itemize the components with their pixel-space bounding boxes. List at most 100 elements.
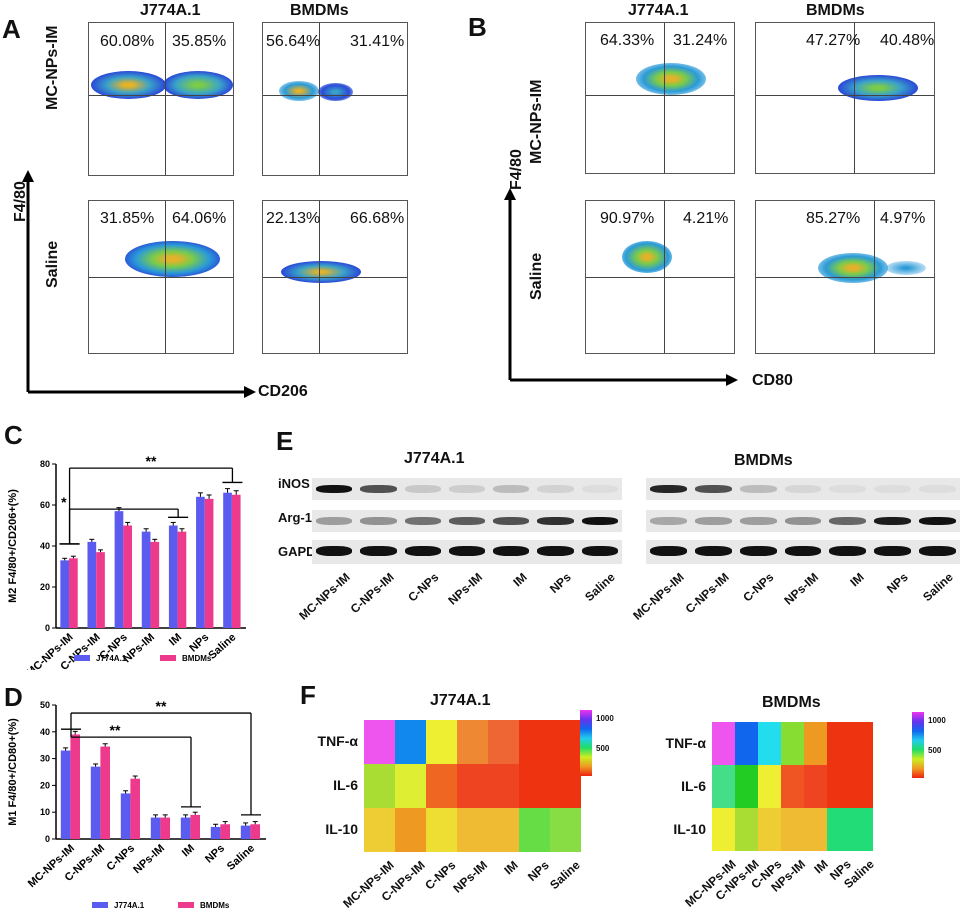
panel-b-axis-arrows (504, 188, 738, 386)
x-tick-label: NPs-IM (121, 631, 157, 665)
heatmap-cell (519, 720, 550, 764)
blot-strip (646, 540, 960, 564)
heatmap-cell (519, 808, 550, 852)
facs-plot (262, 200, 408, 354)
bar (90, 766, 101, 839)
quadrant-percent: 47.27% (806, 32, 861, 49)
bar (250, 824, 260, 839)
blot-band (919, 546, 956, 556)
facs-plot (585, 22, 735, 174)
bar (210, 826, 221, 839)
facs-plot (262, 22, 408, 176)
panel-letter-f: F (300, 680, 316, 710)
legend-swatch (74, 655, 90, 661)
bar (114, 511, 124, 628)
panel-letter-d: D (4, 682, 23, 712)
heatmap-cell (426, 808, 457, 852)
quadrant-percent: 56.64% (266, 33, 321, 50)
heatmap-cell (426, 720, 457, 764)
panel-b-x-axis-label: CD80 (752, 372, 793, 389)
quadrant-percent: 85.27% (806, 210, 861, 227)
legend-label: J774A.1 (114, 901, 145, 910)
bar (223, 492, 232, 628)
heatmap-cell (758, 765, 781, 808)
heatmap-cell (827, 765, 850, 808)
y-axis-label: M2 F4/80+/CD206+(%) (7, 489, 19, 603)
facs-plot (88, 22, 234, 176)
bar (160, 817, 170, 839)
heatmap-row-label: TNF-α (665, 734, 706, 751)
x-tick-label: Saline (225, 842, 257, 873)
legend-tick-label: 500 (596, 744, 610, 753)
legend-tick-label: 500 (928, 746, 942, 755)
bar (96, 552, 105, 628)
wb-protein-label: Arg-1 (278, 510, 312, 525)
legend-swatch (92, 902, 108, 908)
blot-band (360, 546, 397, 556)
legend-tick-label: 1000 (928, 716, 946, 725)
heatmap-cell (395, 808, 426, 852)
heatmap-cell (712, 808, 735, 851)
heatmap-cell (850, 765, 873, 808)
y-tick-label: 50 (40, 700, 50, 710)
x-tick-label: IM (167, 631, 184, 648)
bar (87, 541, 97, 628)
wb-protein-label: iNOS (278, 476, 310, 491)
bar (60, 560, 70, 628)
blot-band (739, 546, 777, 556)
blot-band (829, 546, 867, 556)
blot-band (650, 517, 687, 525)
y-tick-label: 0 (45, 623, 50, 633)
heatmap-cell (827, 722, 850, 765)
y-tick-label: 40 (40, 727, 50, 737)
bar (60, 750, 71, 839)
wb-lane-label: C-NPs (740, 570, 777, 605)
blot-band (874, 485, 912, 493)
heatmap-cell (758, 808, 781, 851)
blot-strip (312, 540, 622, 564)
blot-band (360, 485, 397, 493)
panel-a-x-axis-label: CD206 (258, 383, 308, 400)
blot-band (581, 517, 618, 525)
blot-band (404, 517, 441, 525)
heatmap-cell (395, 720, 426, 764)
blot-band (694, 485, 732, 493)
bar (231, 494, 241, 628)
bar (190, 814, 200, 839)
bar (100, 746, 110, 839)
blot-strip (312, 478, 622, 500)
bar (141, 531, 151, 628)
heatmap-col-label: IM (501, 858, 521, 878)
bar (240, 825, 251, 839)
blot-band (316, 517, 353, 525)
blot-band (650, 546, 687, 556)
x-tick-label: NPs-IM (131, 842, 167, 876)
heatmap-cell (850, 722, 873, 765)
heatmap-cell (364, 720, 395, 764)
bar (204, 498, 214, 628)
significance-star: ** (146, 453, 157, 469)
bar (177, 531, 187, 628)
y-tick-label: 10 (40, 807, 50, 817)
blot-band (448, 546, 486, 556)
heatmap-row-label: IL-10 (325, 821, 358, 837)
bar (196, 496, 205, 628)
blot-strip (646, 510, 960, 532)
heatmap-cell (550, 764, 581, 808)
heatmap-cell (488, 808, 519, 852)
quadrant-percent: 22.13% (266, 210, 321, 227)
blot-band (739, 485, 777, 493)
panel-a-axis-arrows (22, 170, 256, 398)
blot-band (874, 546, 912, 556)
blot-strip (646, 478, 960, 500)
blot-strip (312, 510, 622, 532)
bar (130, 778, 140, 839)
wb-lane-label: Saline (582, 570, 619, 605)
blot-band (448, 485, 486, 493)
heatmap-cell (519, 764, 550, 808)
y-tick-label: 20 (40, 780, 50, 790)
heatmap-cell (827, 808, 850, 851)
y-tick-label: 40 (40, 541, 50, 551)
quadrant-percent: 60.08% (100, 33, 155, 50)
